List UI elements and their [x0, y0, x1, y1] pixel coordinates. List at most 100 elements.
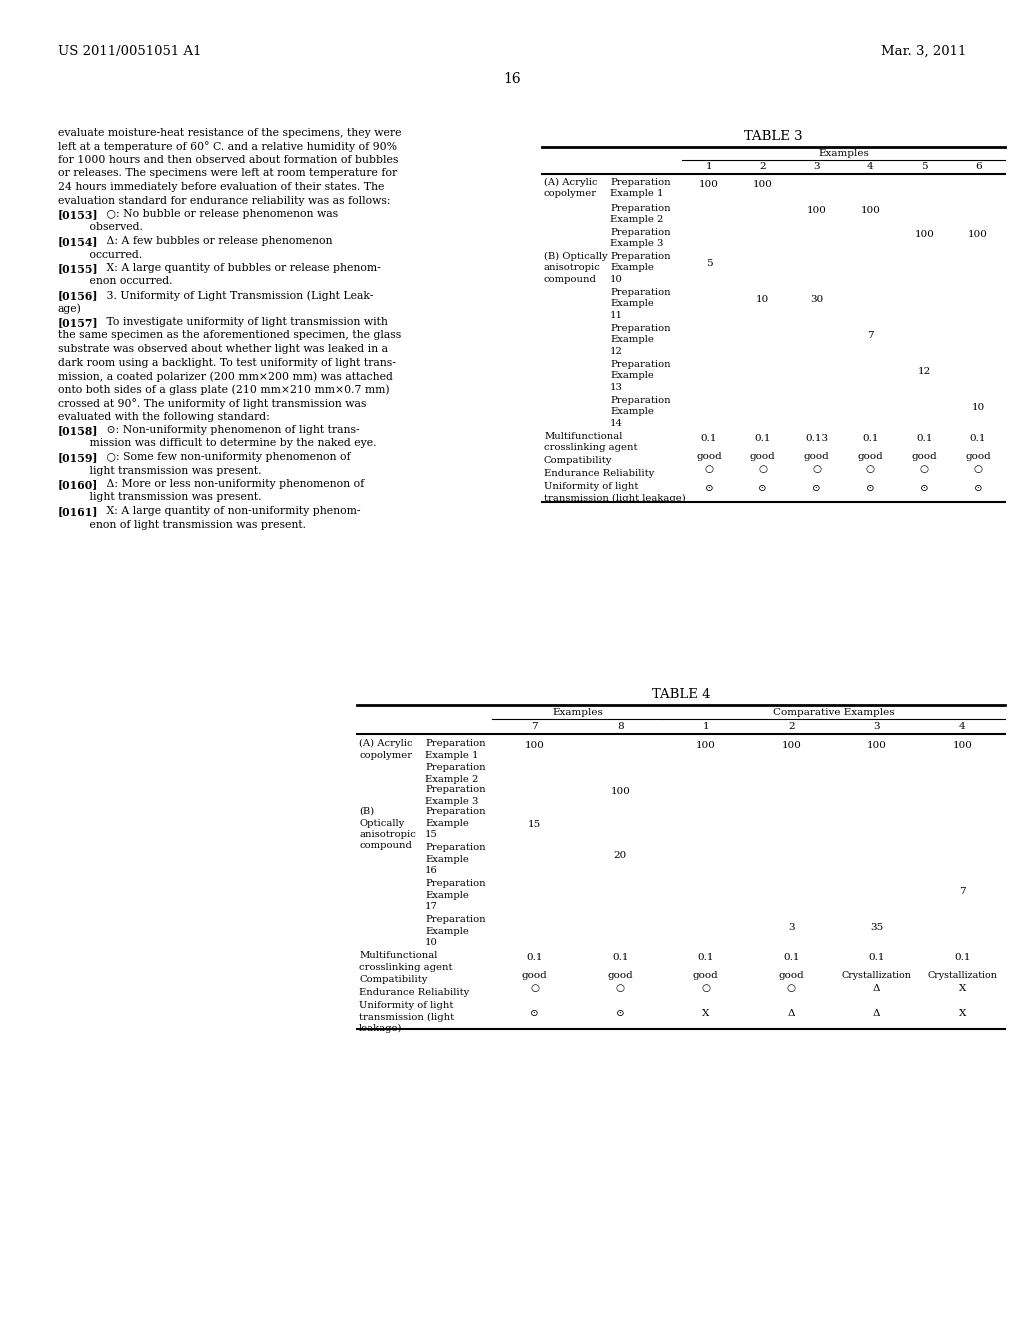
Text: 1: 1 [706, 162, 713, 172]
Text: good: good [607, 972, 633, 979]
Text: for 1000 hours and then observed about formation of bubbles: for 1000 hours and then observed about f… [58, 154, 398, 165]
Text: mission, a coated polarizer (200 mm×200 mm) was attached: mission, a coated polarizer (200 mm×200 … [58, 371, 393, 381]
Text: compound: compound [359, 842, 412, 850]
Text: Preparation: Preparation [610, 252, 671, 261]
Text: copolymer: copolymer [359, 751, 412, 759]
Text: 4: 4 [867, 162, 873, 172]
Text: the same specimen as the aforementioned specimen, the glass: the same specimen as the aforementioned … [58, 330, 401, 341]
Text: Endurance Reliability: Endurance Reliability [544, 469, 654, 478]
Text: Preparation: Preparation [425, 879, 485, 888]
Text: 0.1: 0.1 [697, 953, 714, 962]
Text: crosslinking agent: crosslinking agent [544, 444, 638, 453]
Text: 8: 8 [616, 722, 624, 731]
Text: good: good [778, 972, 804, 979]
Text: good: good [966, 451, 991, 461]
Text: Preparation: Preparation [425, 785, 485, 795]
Text: 24 hours immediately before evaluation of their states. The: 24 hours immediately before evaluation o… [58, 182, 384, 191]
Text: left at a temperature of 60° C. and a relative humidity of 90%: left at a temperature of 60° C. and a re… [58, 141, 397, 152]
Text: 10: 10 [756, 296, 769, 305]
Text: ○: ○ [974, 465, 983, 474]
Text: ○: ○ [920, 465, 929, 474]
Text: ⊙: ⊙ [530, 1008, 539, 1018]
Text: Multifunctional: Multifunctional [544, 432, 623, 441]
Text: Example 2: Example 2 [610, 215, 664, 224]
Text: Example: Example [610, 335, 654, 345]
Text: ⊙: ⊙ [866, 483, 874, 492]
Text: Uniformity of light: Uniformity of light [544, 482, 638, 491]
Text: 0.1: 0.1 [526, 953, 543, 962]
Text: X: X [958, 1008, 966, 1018]
Text: 3: 3 [813, 162, 820, 172]
Text: TABLE 3: TABLE 3 [744, 129, 803, 143]
Text: good: good [857, 451, 884, 461]
Text: Compatibility: Compatibility [544, 455, 612, 465]
Text: ○: ○ [866, 465, 874, 474]
Text: 12: 12 [610, 347, 623, 356]
Text: 14: 14 [610, 418, 623, 428]
Text: 100: 100 [753, 180, 773, 189]
Text: good: good [522, 972, 548, 979]
Text: ⊙: Non-uniformity phenomenon of light trans-: ⊙: Non-uniformity phenomenon of light tr… [96, 425, 359, 436]
Text: 0.1: 0.1 [868, 953, 885, 962]
Text: 0.13: 0.13 [805, 434, 828, 442]
Text: Examples: Examples [818, 149, 869, 158]
Text: 7: 7 [867, 331, 873, 341]
Text: 3: 3 [787, 923, 795, 932]
Text: Example 3: Example 3 [610, 239, 664, 248]
Text: 11: 11 [610, 312, 623, 319]
Text: Δ: More or less non-uniformity phenomenon of: Δ: More or less non-uniformity phenomeno… [96, 479, 365, 488]
Text: Preparation: Preparation [610, 323, 671, 333]
Text: Crystallization: Crystallization [842, 972, 911, 979]
Text: Example: Example [425, 891, 469, 899]
Text: 100: 100 [914, 230, 934, 239]
Text: ⊙: ⊙ [615, 1008, 625, 1018]
Text: 7: 7 [531, 722, 538, 731]
Text: 100: 100 [807, 206, 826, 215]
Text: evaluate moisture-heat resistance of the specimens, they were: evaluate moisture-heat resistance of the… [58, 128, 401, 139]
Text: occurred.: occurred. [58, 249, 142, 260]
Text: 2: 2 [760, 162, 766, 172]
Text: 100: 100 [860, 206, 881, 215]
Text: Multifunctional: Multifunctional [359, 950, 437, 960]
Text: 3. Uniformity of Light Transmission (Light Leak-: 3. Uniformity of Light Transmission (Lig… [96, 290, 374, 301]
Text: ⊙: ⊙ [759, 483, 767, 492]
Text: 100: 100 [952, 741, 972, 750]
Text: [0159]: [0159] [58, 451, 98, 463]
Text: [0161]: [0161] [58, 506, 98, 517]
Text: ⊙: ⊙ [705, 483, 714, 492]
Text: 100: 100 [699, 180, 719, 189]
Text: 100: 100 [781, 741, 801, 750]
Text: Preparation: Preparation [610, 228, 671, 238]
Text: (B) Optically: (B) Optically [544, 252, 607, 261]
Text: Example 1: Example 1 [610, 190, 664, 198]
Text: 3: 3 [873, 722, 880, 731]
Text: Example: Example [425, 818, 469, 828]
Text: [0154]: [0154] [58, 236, 98, 247]
Text: 0.1: 0.1 [916, 434, 933, 442]
Text: Example 1: Example 1 [425, 751, 478, 759]
Text: ○: ○ [758, 465, 767, 474]
Text: Preparation: Preparation [425, 843, 485, 851]
Text: 0.1: 0.1 [700, 434, 717, 442]
Text: X: A large quantity of non-uniformity phenom-: X: A large quantity of non-uniformity ph… [96, 506, 360, 516]
Text: Crystallization: Crystallization [928, 972, 997, 979]
Text: 0.1: 0.1 [970, 434, 986, 442]
Text: 15: 15 [528, 820, 542, 829]
Text: (A) Acrylic: (A) Acrylic [544, 178, 598, 187]
Text: Example 3: Example 3 [425, 796, 478, 805]
Text: Optically: Optically [359, 818, 404, 828]
Text: 2: 2 [787, 722, 795, 731]
Text: substrate was observed about whether light was leaked in a: substrate was observed about whether lig… [58, 345, 388, 354]
Text: 0.1: 0.1 [783, 953, 800, 962]
Text: 16: 16 [425, 866, 437, 875]
Text: observed.: observed. [58, 223, 143, 232]
Text: ○: ○ [812, 465, 821, 474]
Text: Examples: Examples [552, 708, 603, 717]
Text: Δ: Δ [873, 983, 881, 993]
Text: transmission (light: transmission (light [359, 1012, 454, 1022]
Text: ⊙: ⊙ [920, 483, 929, 492]
Text: good: good [804, 451, 829, 461]
Text: ○: ○ [615, 983, 625, 993]
Text: Δ: Δ [787, 1008, 795, 1018]
Text: Preparation: Preparation [425, 763, 485, 772]
